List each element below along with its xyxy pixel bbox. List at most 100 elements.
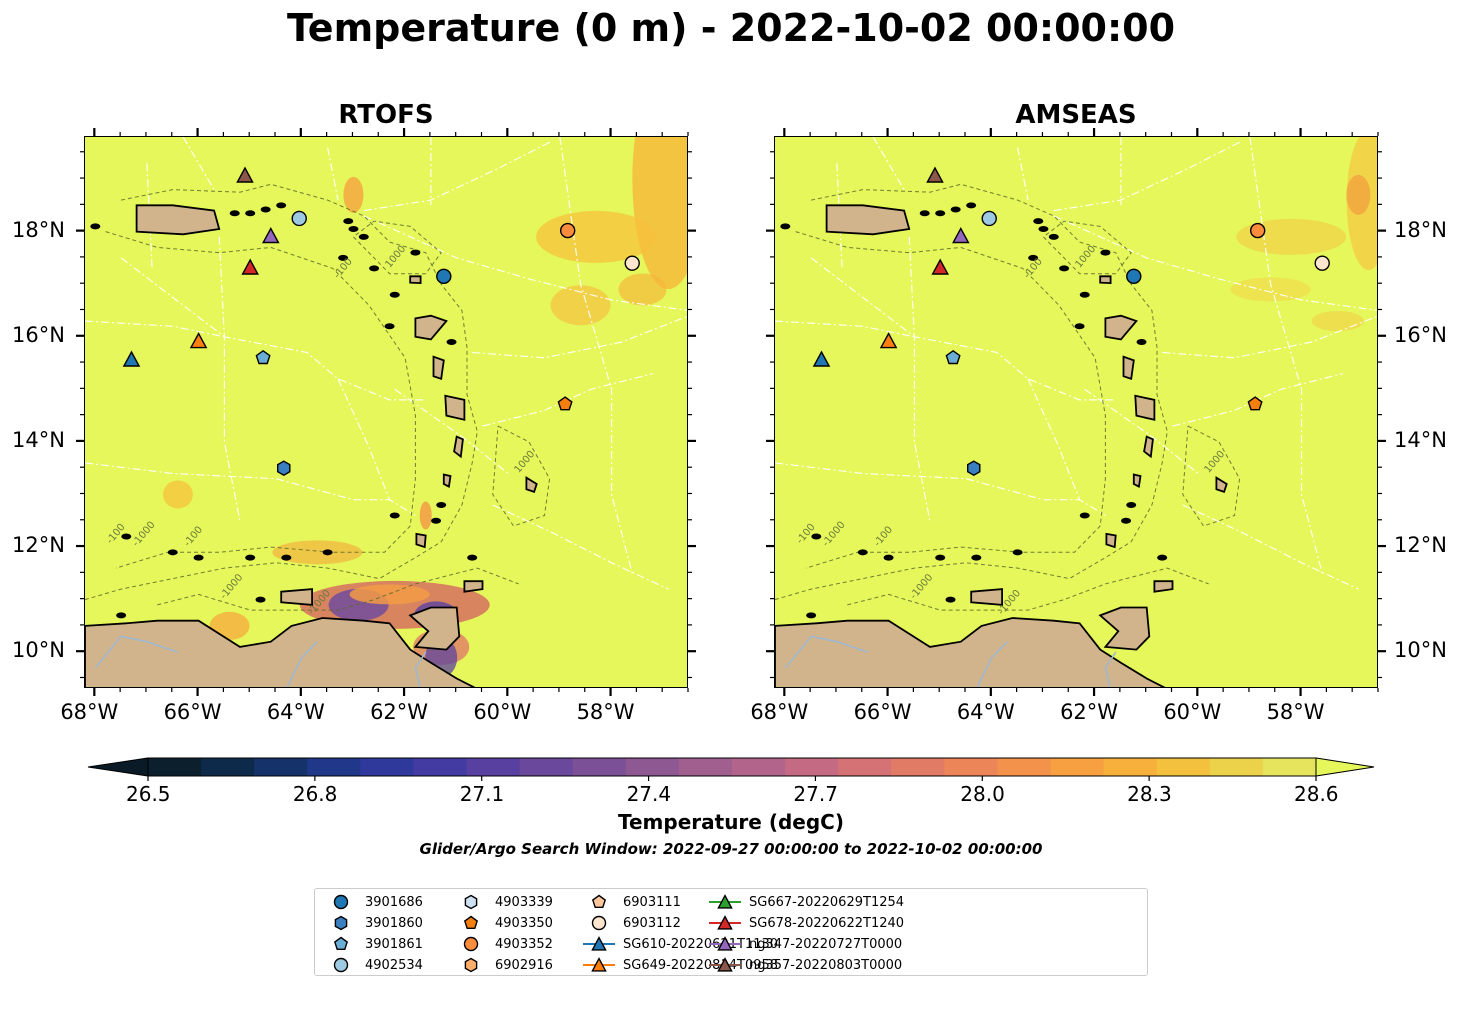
legend-triangle[interactable] bbox=[717, 894, 733, 909]
platform-marker-4903352[interactable] bbox=[559, 222, 576, 239]
legend-triangle[interactable] bbox=[591, 957, 607, 972]
platform-marker-4903350[interactable] bbox=[1247, 396, 1263, 411]
legend-label: 3901861 bbox=[365, 936, 423, 952]
lat-tick-label: 14°N bbox=[12, 427, 65, 452]
eez-boundary bbox=[1053, 215, 1377, 311]
small-island bbox=[348, 226, 359, 232]
small-island bbox=[945, 596, 956, 603]
platform-marker-4903350[interactable] bbox=[557, 396, 573, 411]
platform-marker-SG610-20220621T1130[interactable] bbox=[812, 350, 831, 367]
colorbar-segment bbox=[466, 758, 521, 776]
triangle-marker-icon bbox=[583, 936, 615, 951]
legend-pentagon[interactable] bbox=[333, 936, 349, 951]
small-island bbox=[193, 554, 204, 561]
lon-tick-label: 60°W bbox=[1163, 700, 1222, 724]
legend-circle[interactable] bbox=[591, 915, 607, 931]
platform-marker-6903112[interactable] bbox=[624, 255, 640, 271]
land-polygon bbox=[1215, 476, 1228, 494]
small-island bbox=[167, 549, 178, 556]
colorbar-segment bbox=[1103, 758, 1158, 776]
platform-marker-3901860[interactable] bbox=[276, 460, 291, 477]
small-island bbox=[121, 533, 132, 540]
lon-tick-label: 62°W bbox=[370, 700, 429, 724]
legend-item: 3901686 bbox=[323, 893, 423, 911]
small-island bbox=[1048, 233, 1059, 240]
legend-pentagon[interactable] bbox=[591, 894, 607, 909]
map-panel-amseas[interactable]: -100 -1000 -1000 -100 1000 -1000 -100 1000 bbox=[774, 136, 1378, 688]
legend-triangle[interactable] bbox=[717, 936, 733, 951]
platform-marker-SG649-20220814T0958[interactable] bbox=[189, 332, 208, 349]
hexagon-marker-icon bbox=[464, 957, 478, 973]
legend-hexagon[interactable] bbox=[334, 915, 348, 931]
legend-triangle[interactable] bbox=[717, 915, 733, 930]
platform-marker-4902534[interactable] bbox=[291, 210, 307, 227]
platform-marker-3901861[interactable] bbox=[945, 349, 961, 365]
small-island bbox=[919, 210, 930, 217]
platform-marker-3901686[interactable] bbox=[1126, 268, 1142, 285]
river bbox=[784, 635, 869, 669]
map-panel-rtofs[interactable]: -100 -1000 -1000 -100 1000 -1000 -100 1000 bbox=[84, 136, 688, 688]
small-island bbox=[1121, 517, 1132, 524]
search-window-caption: Glider/Argo Search Window: 2022-09-27 00… bbox=[419, 840, 1043, 858]
small-island bbox=[260, 206, 271, 213]
lat-tick-label: 10°N bbox=[1394, 638, 1447, 663]
platform-marker-ng347-20220727T0000[interactable] bbox=[262, 227, 280, 244]
legend-label: 4903339 bbox=[495, 894, 553, 910]
platform-marker-4903352[interactable] bbox=[1249, 222, 1266, 239]
legend-triangle[interactable] bbox=[591, 936, 607, 951]
colorbar-segment bbox=[1156, 758, 1211, 776]
legend-triangle[interactable] bbox=[717, 957, 733, 972]
small-island bbox=[431, 517, 442, 524]
small-island bbox=[1079, 291, 1090, 298]
platform-marker-ng357-20220803T0000[interactable] bbox=[236, 166, 254, 183]
eez-boundary bbox=[810, 257, 1116, 401]
triangle-marker-icon bbox=[709, 915, 741, 930]
legend-label: SG610-20220621T1130 bbox=[623, 936, 779, 952]
legend-label: 4903350 bbox=[495, 915, 553, 931]
small-island bbox=[322, 549, 333, 556]
legend-item: 4903350 bbox=[453, 914, 553, 932]
platform-marker-SG678-20220622T1240[interactable] bbox=[241, 258, 259, 275]
panel-title-rtofs: RTOFS bbox=[338, 100, 434, 130]
small-island bbox=[369, 265, 380, 272]
eez-boundary bbox=[120, 257, 426, 401]
platform-marker-ng357-20220803T0000[interactable] bbox=[926, 166, 944, 183]
small-island bbox=[971, 554, 982, 561]
platform-marker-3901861[interactable] bbox=[255, 349, 271, 365]
colorbar-title: Temperature (degC) bbox=[618, 810, 844, 834]
platform-marker-3901686[interactable] bbox=[436, 268, 452, 285]
legend-label: 6903111 bbox=[623, 894, 681, 910]
colorbar-segment bbox=[997, 758, 1052, 776]
colorbar-tick-label: 27.1 bbox=[459, 782, 505, 806]
eez-boundary bbox=[1027, 378, 1106, 517]
platform-marker-SG610-20220621T1130[interactable] bbox=[122, 350, 141, 367]
platform-marker-6903112[interactable] bbox=[1314, 255, 1330, 271]
legend-label: 6903112 bbox=[623, 915, 681, 931]
legend-item: 6903112 bbox=[581, 914, 681, 932]
colorbar-tick-label: 28.3 bbox=[1127, 782, 1172, 806]
lon-tick-label: 64°W bbox=[266, 700, 325, 724]
platform-marker-SG649-20220814T0958[interactable] bbox=[879, 332, 898, 349]
circle-marker-icon bbox=[591, 915, 607, 931]
triangle-marker-icon bbox=[709, 894, 741, 909]
temperature-field-patch bbox=[618, 273, 667, 306]
legend-circle[interactable] bbox=[333, 894, 349, 910]
platform-marker-SG678-20220622T1240[interactable] bbox=[931, 258, 949, 275]
bathymetry-contour bbox=[1043, 220, 1132, 275]
small-island bbox=[857, 549, 868, 556]
legend-circle[interactable] bbox=[333, 957, 349, 973]
platform-marker-4902534[interactable] bbox=[981, 210, 997, 227]
temperature-field-patch bbox=[349, 584, 430, 605]
colorbar-segment bbox=[891, 758, 945, 776]
lat-tick-label: 14°N bbox=[1394, 427, 1447, 452]
legend-item: 4903339 bbox=[453, 893, 553, 911]
platform-marker-3901860[interactable] bbox=[966, 460, 981, 477]
legend-circle[interactable] bbox=[463, 936, 479, 952]
legend-pentagon[interactable] bbox=[463, 915, 479, 930]
legend-hexagon[interactable] bbox=[464, 957, 478, 973]
legend-hexagon[interactable] bbox=[464, 894, 478, 910]
platform-marker-ng347-20220727T0000[interactable] bbox=[952, 227, 970, 244]
eez-boundary bbox=[1017, 147, 1029, 201]
